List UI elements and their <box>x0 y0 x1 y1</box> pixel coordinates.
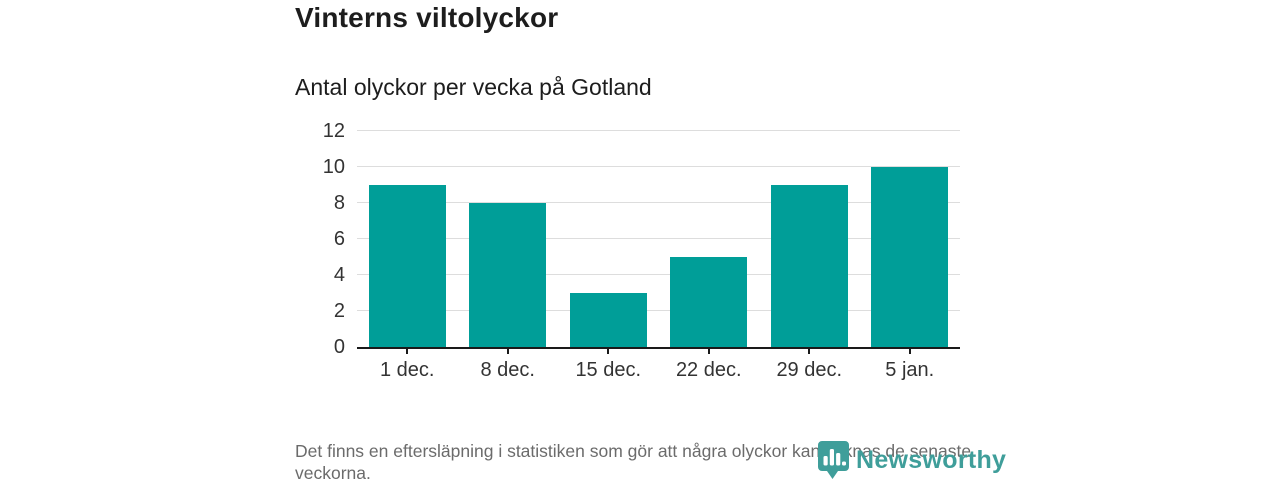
gridline <box>357 310 960 311</box>
x-axis-label: 1 dec. <box>380 359 435 381</box>
bar <box>569 293 647 347</box>
y-axis-label: 4 <box>333 264 345 286</box>
x-axis-label: 15 dec. <box>575 359 642 381</box>
bar <box>770 185 848 347</box>
x-axis-label: 29 dec. <box>776 359 843 381</box>
x-axis-tick <box>607 347 610 354</box>
bar <box>368 185 446 347</box>
bar-chart-bubble-icon <box>818 441 849 479</box>
bar <box>871 167 949 347</box>
bar <box>670 257 748 347</box>
gridline <box>357 166 960 167</box>
gridline <box>357 202 960 203</box>
x-axis-tick <box>406 347 409 354</box>
x-axis-label: 8 dec. <box>480 359 535 381</box>
x-axis-tick <box>908 347 911 354</box>
chart-subtitle: Antal olyckor per vecka på Gotland <box>295 74 652 100</box>
newsworthy-logo: Newsworthy <box>818 441 1006 479</box>
y-axis-label: 0 <box>333 336 345 358</box>
x-axis-label: 5 jan. <box>885 359 935 381</box>
gridline <box>357 130 960 131</box>
bar <box>469 203 547 347</box>
x-axis-label: 22 dec. <box>675 359 742 381</box>
y-axis-label: 2 <box>333 300 345 322</box>
brand-name: Newsworthy <box>856 445 1007 474</box>
gridline <box>357 238 960 239</box>
y-axis-label: 6 <box>333 228 345 250</box>
gridline <box>357 274 960 275</box>
footnote-text: Det finns en eftersläpning i statistiken… <box>295 441 972 480</box>
y-axis-label: 10 <box>322 156 345 178</box>
y-axis-label: 12 <box>322 120 345 142</box>
y-axis-label: 8 <box>333 192 345 214</box>
plot-area: 0 2 4 6 8 10 12 1 dec. 8 dec. 15 dec. 22 dec. 29 de… <box>323 120 960 381</box>
x-axis-line <box>357 346 960 349</box>
x-axis-tick <box>808 347 811 354</box>
x-axis-tick <box>506 347 509 354</box>
x-axis-tick <box>707 347 710 354</box>
chart-title: Vinterns viltolyckor <box>295 2 559 33</box>
